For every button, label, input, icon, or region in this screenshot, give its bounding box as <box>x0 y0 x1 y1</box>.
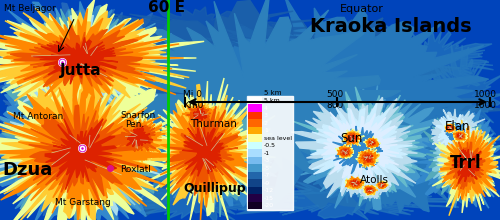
Polygon shape <box>349 179 361 187</box>
Text: 1000: 1000 <box>474 90 497 99</box>
Polygon shape <box>142 0 489 207</box>
Bar <box>248 172 262 180</box>
Bar <box>248 127 262 134</box>
Polygon shape <box>0 0 204 116</box>
Bar <box>248 180 262 187</box>
Text: Dzua: Dzua <box>2 161 52 179</box>
Text: -12: -12 <box>264 188 274 193</box>
Text: Snarfon: Snarfon <box>120 111 155 120</box>
Polygon shape <box>342 171 368 194</box>
Polygon shape <box>445 124 456 133</box>
Polygon shape <box>370 141 375 145</box>
Bar <box>248 165 262 172</box>
Polygon shape <box>342 150 348 154</box>
Polygon shape <box>322 110 399 180</box>
Bar <box>248 150 262 157</box>
Polygon shape <box>10 25 142 87</box>
Polygon shape <box>348 135 356 141</box>
Polygon shape <box>344 130 360 145</box>
Polygon shape <box>445 124 456 132</box>
Polygon shape <box>0 81 162 220</box>
Polygon shape <box>380 183 384 187</box>
Polygon shape <box>0 67 188 220</box>
Polygon shape <box>424 111 500 203</box>
Text: sea level: sea level <box>264 136 292 141</box>
Polygon shape <box>297 84 450 210</box>
Polygon shape <box>18 105 148 202</box>
Polygon shape <box>344 132 361 145</box>
Polygon shape <box>340 148 350 156</box>
Bar <box>248 157 262 165</box>
Polygon shape <box>446 126 454 132</box>
Polygon shape <box>0 79 182 220</box>
Text: Atolls: Atolls <box>360 175 389 185</box>
Text: -1: -1 <box>264 151 270 156</box>
Polygon shape <box>312 106 418 199</box>
Polygon shape <box>118 122 156 152</box>
Polygon shape <box>358 149 380 167</box>
Polygon shape <box>8 7 170 116</box>
Polygon shape <box>452 130 468 142</box>
Polygon shape <box>3 8 162 111</box>
Text: 5 km: 5 km <box>264 98 280 103</box>
Polygon shape <box>92 6 330 58</box>
Text: -5: -5 <box>264 166 270 171</box>
Bar <box>248 119 262 127</box>
Polygon shape <box>107 120 166 161</box>
Polygon shape <box>105 110 174 164</box>
Polygon shape <box>159 101 259 220</box>
Text: 60 E: 60 E <box>148 0 185 15</box>
Polygon shape <box>373 177 392 195</box>
Bar <box>248 142 262 150</box>
Text: Kraoka Islands: Kraoka Islands <box>310 17 472 36</box>
Polygon shape <box>0 76 179 220</box>
Polygon shape <box>364 186 376 195</box>
Polygon shape <box>448 126 452 130</box>
Text: Roxlatl: Roxlatl <box>120 165 151 174</box>
Polygon shape <box>0 9 150 127</box>
Bar <box>247 96 293 211</box>
Polygon shape <box>366 187 374 193</box>
Polygon shape <box>346 177 364 189</box>
Polygon shape <box>222 180 458 220</box>
Polygon shape <box>441 126 497 199</box>
Polygon shape <box>436 115 472 145</box>
Polygon shape <box>0 8 189 110</box>
Text: 1: 1 <box>264 128 268 133</box>
Polygon shape <box>0 71 162 215</box>
Polygon shape <box>0 2 182 147</box>
Text: Thurman: Thurman <box>190 119 237 129</box>
Polygon shape <box>0 9 184 101</box>
Polygon shape <box>456 132 464 139</box>
Polygon shape <box>345 26 494 90</box>
Polygon shape <box>0 2 172 137</box>
Polygon shape <box>0 55 200 220</box>
Polygon shape <box>457 134 462 139</box>
Polygon shape <box>104 37 202 83</box>
Polygon shape <box>351 180 360 185</box>
Polygon shape <box>358 181 382 199</box>
Text: -3: -3 <box>264 158 270 163</box>
Text: Pen.: Pen. <box>125 120 144 129</box>
Polygon shape <box>182 102 215 127</box>
Polygon shape <box>454 132 466 140</box>
Polygon shape <box>34 37 118 84</box>
Polygon shape <box>347 133 358 143</box>
Polygon shape <box>438 120 500 216</box>
Polygon shape <box>378 183 386 188</box>
Bar <box>248 202 262 209</box>
Text: 1600: 1600 <box>474 101 497 110</box>
Polygon shape <box>452 149 482 183</box>
Polygon shape <box>362 185 377 195</box>
Polygon shape <box>378 182 386 189</box>
Bar <box>248 187 262 194</box>
Polygon shape <box>0 76 164 220</box>
Text: 3: 3 <box>264 113 268 118</box>
Text: Mt Garstang: Mt Garstang <box>55 198 111 207</box>
Polygon shape <box>0 87 141 205</box>
Polygon shape <box>342 129 364 147</box>
Polygon shape <box>364 186 378 195</box>
Polygon shape <box>337 146 352 158</box>
Text: Mi 0: Mi 0 <box>183 90 202 99</box>
